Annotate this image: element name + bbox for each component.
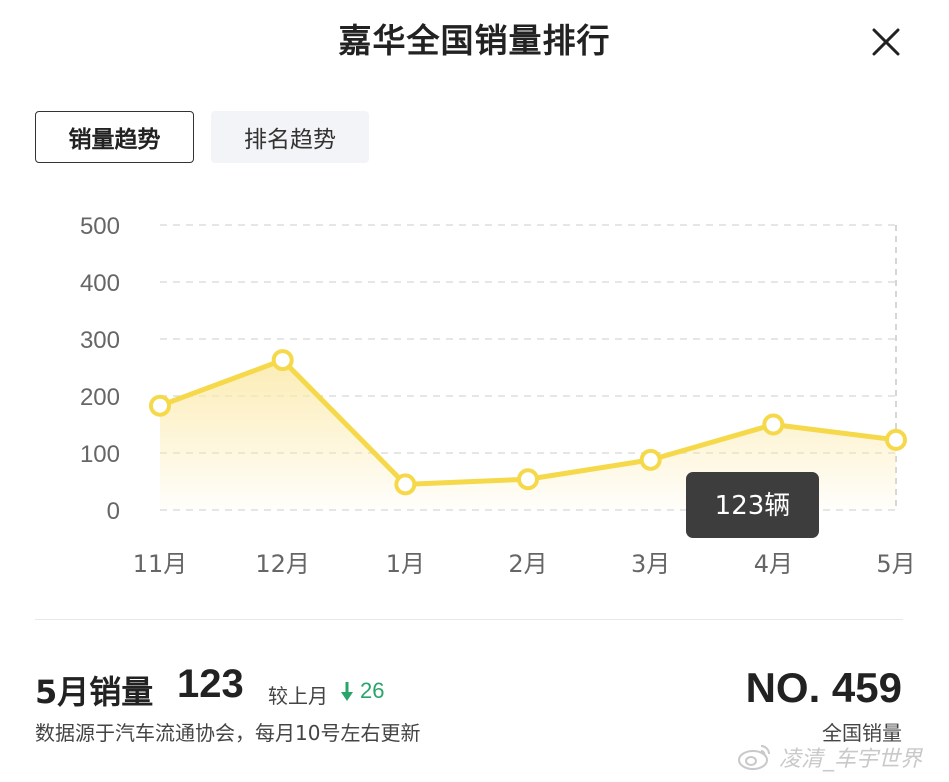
close-icon [872,28,900,56]
tooltip-text: 123辆 [715,491,791,521]
sales-line-chart[interactable]: 0 100 200 300 400 500 11月 12月 1月 2月 3月 4月 5月 123辆 [0,195,949,605]
y-tick-label: 0 [107,498,120,525]
x-tick-label: 4月 [754,550,793,578]
compare-label: 较上月 [268,684,328,708]
weibo-icon [738,745,770,770]
month-sales-value: 123 [177,662,244,706]
tab-sales-trend[interactable]: 销量趋势 [35,111,194,163]
y-tick-label: 300 [80,327,120,354]
data-point [271,349,294,372]
data-source-note: 数据源于汽车流通协会，每月10号左右更新 [35,721,421,745]
tooltip-box [686,472,819,538]
national-rank-label: 全国销量 [822,721,902,745]
divider [35,619,903,620]
y-tick-label: 500 [80,213,120,240]
x-tick-label: 2月 [508,550,547,578]
x-tick-label: 1月 [386,550,425,578]
data-point [639,448,662,471]
data-point [762,413,785,436]
data-point [149,394,171,417]
x-tick-label: 5月 [876,550,915,578]
x-tick-label: 3月 [631,550,670,578]
page-title: 嘉华全国销量排行 [338,21,611,60]
y-tick-label: 200 [80,384,120,411]
watermark: 凌清_车宇世界 [737,740,922,774]
y-tick-label: 100 [80,441,120,468]
arrow-down-icon [341,682,353,701]
x-tick-label: 12月 [255,550,310,578]
national-rank-value: NO. 459 [745,664,902,711]
data-point [394,473,417,496]
data-point [517,468,539,491]
compare-value: 26 [360,678,385,703]
close-button[interactable] [866,22,906,62]
x-tick-label: 11月 [133,550,188,578]
watermark-text: 凌清_车宇世界 [779,747,923,772]
y-tick-label: 400 [80,270,120,297]
data-point [885,428,907,451]
month-sales-label: 5月销量 [35,673,154,711]
tab-rank-trend[interactable]: 排名趋势 [211,111,369,163]
